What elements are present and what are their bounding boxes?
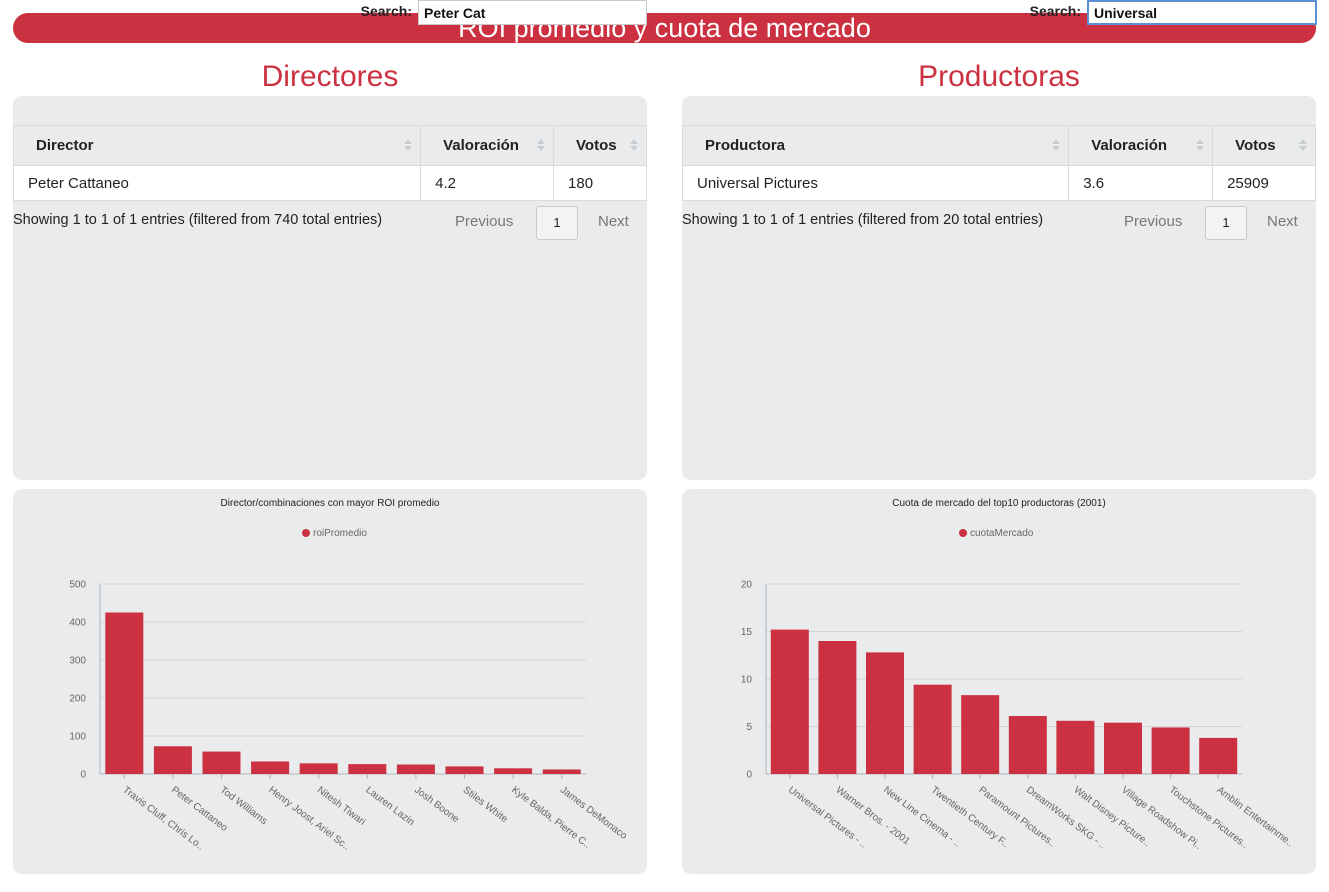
directors-search-input[interactable] (418, 0, 647, 25)
roi-chart-legend[interactable]: roiPromedio (302, 528, 367, 539)
column-header-valoracion[interactable]: Valoración (420, 125, 555, 166)
bar (1199, 737, 1238, 774)
market-share-chart-legend[interactable]: cuotaMercado (959, 528, 1033, 539)
producers-page-1-button[interactable]: 1 (1205, 206, 1247, 240)
bar (153, 746, 192, 774)
x-tick-label: DreamWorks SKG - .. (1024, 785, 1108, 852)
x-tick-label: Twentieth Century F.. (929, 785, 1011, 850)
bar (1056, 720, 1095, 774)
bar (445, 766, 484, 774)
legend-label: roiPromedio (313, 528, 367, 539)
producers-table-info: Showing 1 to 1 of 1 entries (filtered fr… (682, 212, 1044, 228)
search-label: Search: (1029, 3, 1081, 19)
table-row[interactable]: Peter Cattaneo 4.2 180 (12, 165, 647, 201)
producers-next-button[interactable]: Next (1267, 213, 1298, 230)
bar (494, 768, 533, 774)
bar (866, 652, 904, 774)
x-tick-label: Amblin Entertainme.. (1214, 785, 1295, 850)
director-cell: Peter Cattaneo (12, 165, 422, 201)
y-tick-label: 10 (741, 675, 753, 686)
sort-icon (1299, 139, 1307, 153)
column-header-valoracion[interactable]: Valoración (1068, 125, 1214, 166)
bar (913, 684, 952, 774)
legend-label: cuotaMercado (970, 528, 1034, 539)
productora-cell: Universal Pictures (681, 165, 1070, 201)
x-tick-label: Village Roadshow Pi.. (1119, 785, 1203, 852)
column-header-productora[interactable]: Productora (681, 125, 1070, 166)
y-tick-label: 15 (741, 627, 753, 638)
votos-cell: 25909 (1212, 165, 1316, 201)
sort-icon (630, 139, 638, 153)
legend-swatch (302, 529, 310, 537)
bar (818, 641, 857, 774)
bar (961, 695, 1000, 774)
valoracion-cell: 4.2 (420, 165, 555, 201)
bar (396, 764, 435, 774)
valoracion-cell: 3.6 (1068, 165, 1214, 201)
directors-page-1-button[interactable]: 1 (536, 206, 578, 240)
bar (542, 769, 581, 774)
votos-cell: 180 (553, 165, 647, 201)
bar (1104, 722, 1142, 774)
column-header-votos[interactable]: Votos (553, 125, 647, 166)
producers-previous-button[interactable]: Previous (1124, 213, 1183, 230)
y-tick-label: 100 (69, 732, 86, 743)
y-tick-label: 200 (69, 694, 86, 705)
directors-title: Directores (261, 60, 399, 93)
bar (348, 764, 387, 774)
y-tick-label: 400 (69, 618, 86, 629)
market-share-chart-title: Cuota de mercado del top10 productoras (… (892, 498, 1106, 509)
bar (251, 761, 290, 774)
x-tick-label: Paramount Pictures.. (976, 785, 1057, 850)
sort-icon (1052, 139, 1061, 153)
directors-next-button[interactable]: Next (598, 213, 629, 230)
y-tick-label: 5 (746, 722, 752, 733)
bar (1008, 716, 1047, 774)
producers-search-input[interactable] (1087, 0, 1317, 25)
roi-chart-title: Director/combinaciones con mayor ROI pro… (220, 498, 440, 509)
x-tick-label: Universal Pictures - .. (786, 785, 869, 851)
bar (299, 763, 338, 774)
producers-title: Productoras (918, 60, 1080, 93)
directors-table: Director Valoración Votos Peter Cattaneo… (12, 125, 647, 201)
search-label: Search: (360, 3, 412, 19)
bar (770, 629, 809, 774)
y-tick-label: 0 (80, 770, 86, 781)
y-tick-label: 500 (69, 580, 86, 591)
table-row[interactable]: Universal Pictures 3.6 25909 (681, 165, 1316, 201)
y-tick-label: 20 (741, 580, 753, 591)
producers-table: Productora Valoración Votos Universal Pi… (681, 125, 1316, 201)
bar (202, 751, 241, 774)
directors-table-info: Showing 1 to 1 of 1 entries (filtered fr… (13, 212, 383, 228)
x-tick-label: New Line Cinema - .. (881, 785, 962, 850)
column-header-director[interactable]: Director (12, 125, 422, 166)
y-tick-label: 300 (69, 656, 86, 667)
sort-icon (1196, 139, 1205, 153)
y-tick-label: 0 (746, 770, 752, 781)
sort-icon (537, 139, 546, 153)
bar (105, 612, 144, 774)
bar (1151, 727, 1190, 774)
legend-swatch (959, 529, 967, 537)
directors-previous-button[interactable]: Previous (455, 213, 514, 230)
sort-icon (404, 139, 413, 153)
column-header-votos[interactable]: Votos (1212, 125, 1316, 166)
x-tick-label: Touchstone Pictures.. (1167, 785, 1250, 851)
